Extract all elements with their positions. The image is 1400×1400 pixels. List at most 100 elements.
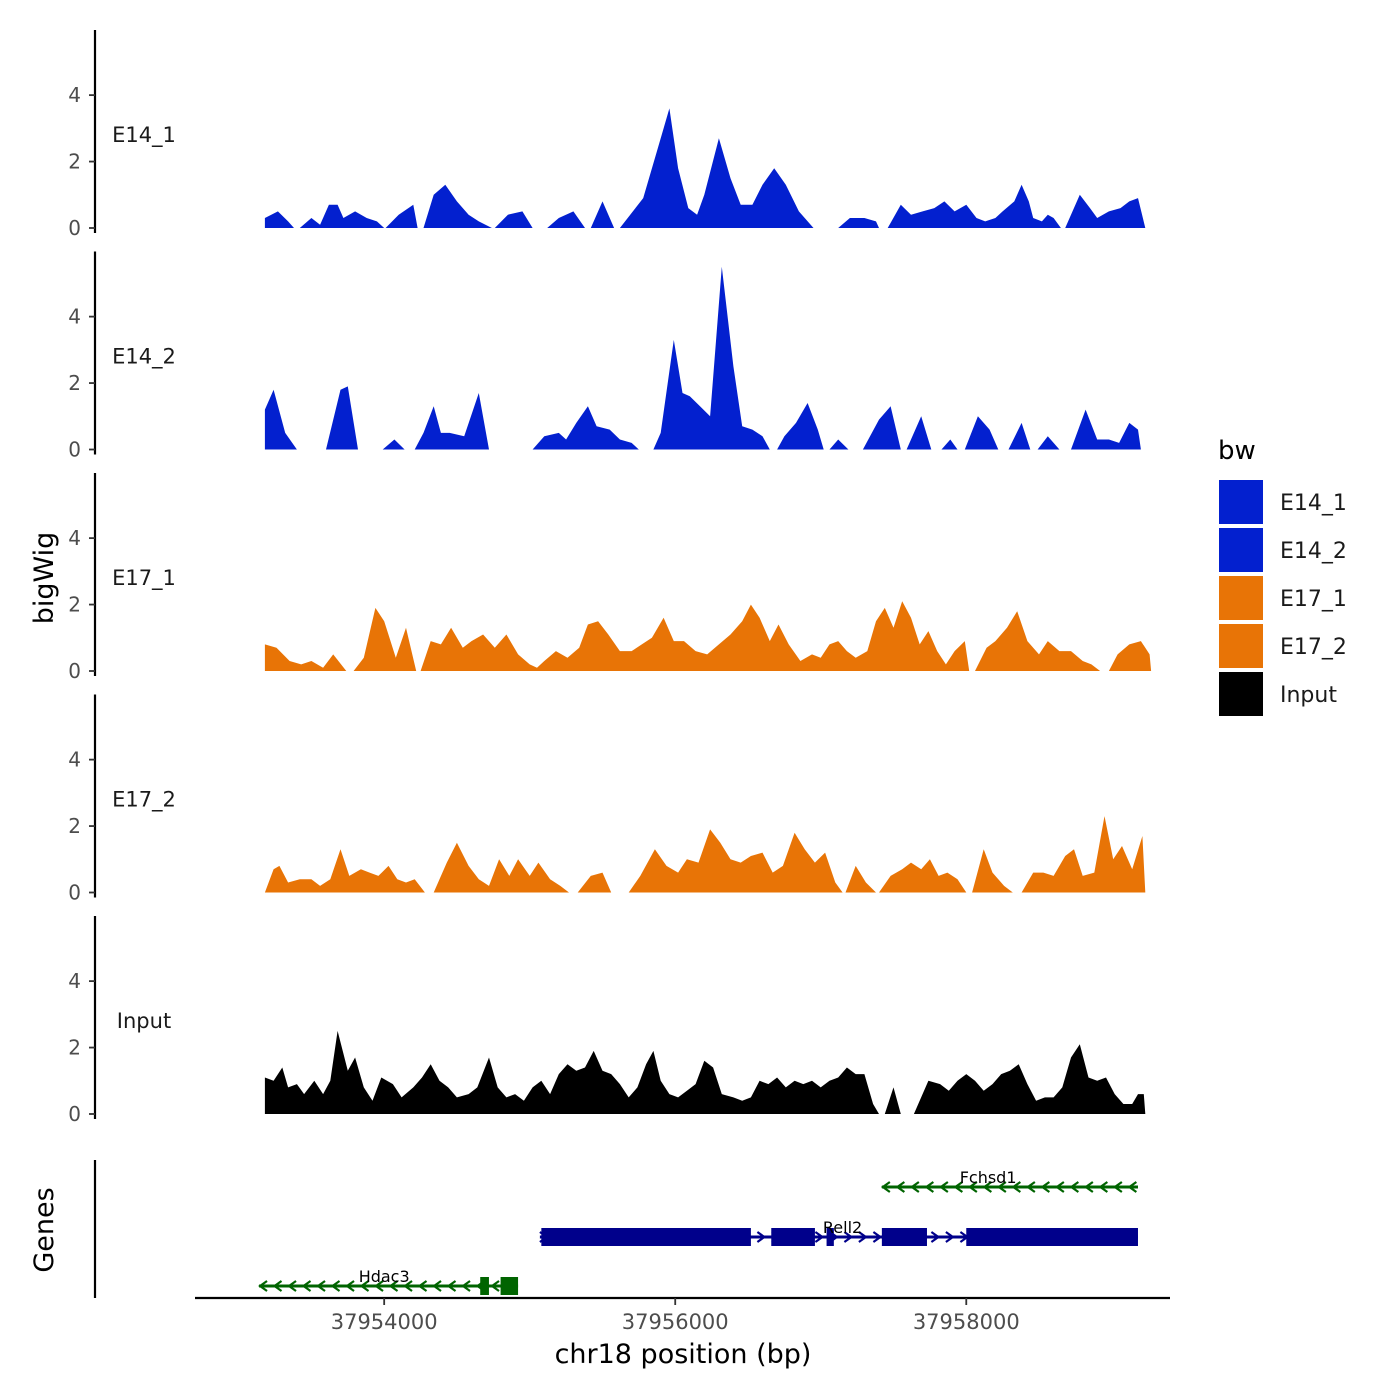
track-label: E17_2 [112, 788, 176, 813]
exon [881, 1228, 927, 1246]
legend-label: E14_2 [1280, 539, 1347, 564]
y-tick-label: 2 [68, 371, 81, 395]
panel-E14_1: 0 2 4 E14_1 [68, 30, 1146, 240]
strand-arrow [272, 1280, 283, 1292]
strand-arrow [1011, 1181, 1022, 1193]
panel-E17_2: 0 2 4 E17_2 [68, 694, 1146, 905]
y-axis-title: bigWig [29, 532, 60, 625]
y-tick-label: 4 [68, 526, 81, 550]
track-panels: 0 2 4 E14_1 0 2 4 E14_2 0 2 4 E17_1 0 2 4 E17_2 0 2 4 Input [68, 30, 1152, 1126]
signal-area-E17_1 [264, 601, 1152, 671]
strand-arrow [417, 1280, 428, 1292]
gene-Fchsd1: Fchsd1 [880, 1168, 1138, 1193]
strand-arrow [909, 1181, 920, 1193]
panel-E14_2: 0 2 4 E14_2 [68, 251, 1141, 462]
y-tick-label: 0 [68, 659, 81, 683]
legend-label: E17_2 [1280, 635, 1347, 660]
legend-key-E14_2 [1219, 528, 1263, 572]
legend-label: E17_1 [1280, 587, 1347, 612]
strand-arrow [461, 1280, 471, 1292]
strand-arrow [953, 1181, 964, 1193]
gene-label: Fchsd1 [960, 1168, 1017, 1187]
gene-Rell2: Rell2 [539, 1218, 1138, 1246]
genes-panel: Fchsd1 Rell2 Hdac3 [93, 1160, 1138, 1298]
signal-area-E14_1 [264, 108, 1146, 228]
legend-key-E14_1 [1219, 480, 1263, 524]
exon [541, 1228, 751, 1246]
strand-arrow [403, 1280, 413, 1292]
signal-area-Input [264, 1030, 1146, 1114]
strand-arrow [388, 1280, 399, 1292]
legend: bw E14_1 E14_2 E17_1 E17_2 Input [1218, 436, 1347, 716]
signal-area-E14_2 [264, 266, 1141, 450]
strand-arrow [432, 1280, 442, 1292]
strand-arrow [1098, 1181, 1109, 1193]
strand-arrow [359, 1280, 370, 1292]
gene-label: Rell2 [823, 1218, 862, 1237]
strand-arrow [930, 1231, 941, 1243]
genes-axis-title: Genes [29, 1187, 60, 1272]
y-tick-label: 4 [68, 305, 81, 329]
x-tick-label: 37954000 [331, 1310, 438, 1334]
strand-arrow [982, 1181, 993, 1193]
strand-arrow [880, 1181, 891, 1193]
strand-arrow [446, 1280, 457, 1292]
exon [771, 1228, 815, 1246]
y-tick-label: 2 [68, 814, 81, 838]
signal-area-E17_2 [264, 816, 1146, 893]
track-label: E14_1 [112, 123, 176, 148]
strand-arrow [967, 1181, 978, 1193]
y-tick-label: 0 [68, 438, 81, 462]
y-tick-label: 2 [68, 1036, 81, 1060]
y-tick-label: 2 [68, 593, 81, 617]
strand-arrow [1054, 1181, 1065, 1193]
exon [826, 1228, 834, 1246]
track-label: Input [117, 1009, 171, 1033]
gene-label: Hdac3 [359, 1267, 410, 1286]
strand-arrow [1112, 1181, 1123, 1193]
strand-arrow [938, 1181, 949, 1193]
strand-arrow [814, 1231, 825, 1243]
strand-arrow [1127, 1181, 1138, 1193]
legend-label: Input [1280, 683, 1337, 708]
strand-arrow [756, 1231, 767, 1243]
legend-key-Input [1219, 672, 1263, 716]
strand-arrow [301, 1280, 312, 1292]
strand-arrow [316, 1280, 326, 1292]
y-tick-label: 0 [68, 216, 81, 240]
strand-arrow [924, 1181, 935, 1193]
x-tick-label: 37956000 [622, 1310, 729, 1334]
strand-arrow [1025, 1181, 1036, 1193]
exon [966, 1228, 1138, 1246]
strand-arrow [843, 1231, 854, 1243]
exon [480, 1277, 489, 1295]
strand-arrow [872, 1231, 883, 1243]
track-label: E14_2 [112, 345, 176, 370]
y-tick-label: 2 [68, 150, 81, 174]
y-tick-label: 0 [68, 1102, 81, 1126]
x-axis-title: chr18 position (bp) [555, 1339, 812, 1370]
strand-arrow [1069, 1181, 1080, 1193]
panel-Input: 0 2 4 Input [68, 916, 1146, 1126]
strand-arrow [330, 1280, 341, 1292]
strand-arrow [996, 1181, 1007, 1193]
legend-key-E17_2 [1219, 624, 1263, 668]
strand-arrow [895, 1181, 906, 1193]
y-tick-label: 4 [68, 83, 81, 107]
strand-arrow [858, 1231, 868, 1243]
strand-arrow [287, 1280, 297, 1292]
strand-arrow [1083, 1181, 1094, 1193]
strand-arrow [374, 1280, 384, 1292]
strand-arrow [258, 1280, 268, 1292]
strand-arrow [1040, 1181, 1051, 1193]
y-tick-label: 4 [68, 969, 81, 993]
strand-arrow [945, 1231, 955, 1243]
track-label: E17_1 [112, 566, 176, 591]
exon [500, 1277, 519, 1295]
y-tick-label: 4 [68, 748, 81, 772]
x-tick-label: 37958000 [913, 1310, 1020, 1334]
strand-arrow [490, 1280, 500, 1292]
legend-title: bw [1218, 436, 1256, 466]
panel-E17_1: 0 2 4 E17_1 [68, 473, 1152, 683]
